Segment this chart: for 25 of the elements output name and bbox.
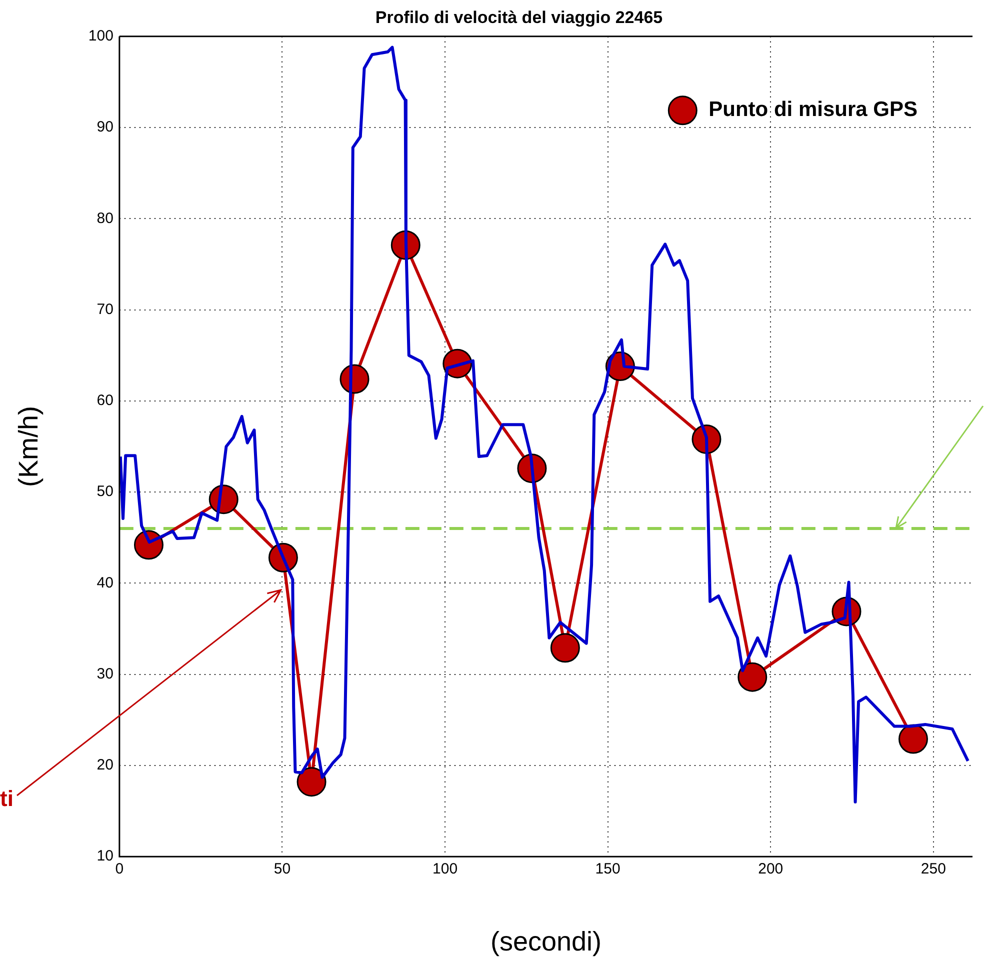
y-tick-label: 50 — [96, 483, 114, 500]
x-tick-label: 0 — [115, 860, 124, 878]
x-tick-label: 150 — [595, 860, 620, 878]
legend-label: Punto di misura GPS — [708, 98, 918, 122]
y-tick-label: 30 — [96, 665, 114, 682]
y-tick-label: 20 — [96, 756, 114, 774]
y-tick-label: 40 — [96, 574, 114, 592]
x-axis-title: (secondi) — [490, 926, 602, 956]
x-tick-label: 50 — [274, 860, 291, 878]
point — [550, 633, 580, 663]
x-tick-label: 200 — [758, 860, 784, 878]
y-tick-label: 80 — [96, 210, 114, 227]
y-axis-title: (Km/h) — [14, 406, 44, 487]
y-tick-label: 60 — [96, 392, 114, 410]
y-tick-label: 10 — [96, 848, 114, 865]
point — [738, 662, 768, 692]
point — [296, 767, 326, 797]
annotation: ti — [0, 786, 14, 812]
y-tick-label: 100 — [88, 28, 114, 45]
x-tick-label: 250 — [920, 860, 946, 878]
y-tick-label: 70 — [96, 300, 114, 318]
point — [898, 724, 928, 754]
chart-title: Profilo di velocità del viaggio 22465 — [375, 8, 663, 27]
y-tick-label: 90 — [96, 118, 114, 136]
x-tick-label: 100 — [432, 860, 458, 878]
